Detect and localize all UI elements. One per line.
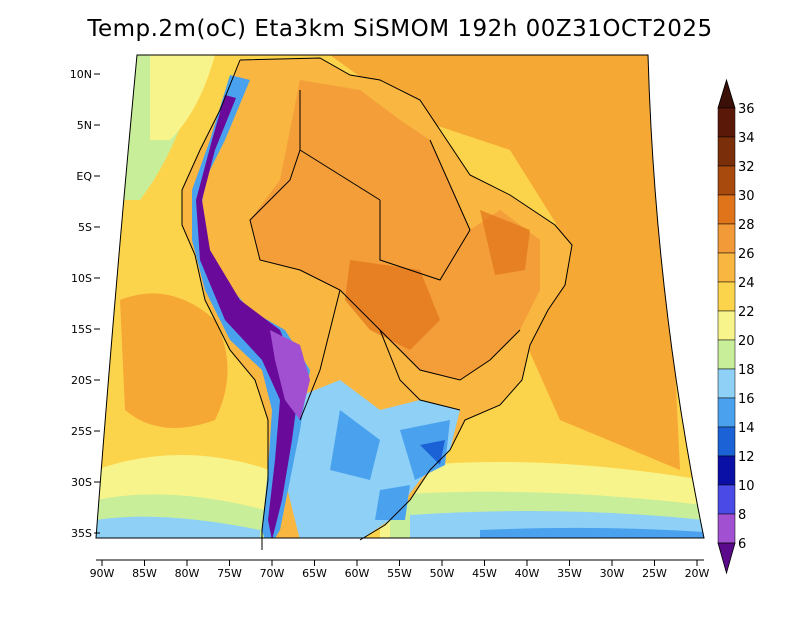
colorbar-label: 6 <box>738 537 746 552</box>
colorbar-label: 28 <box>738 218 755 233</box>
colorbar-segment <box>717 368 736 399</box>
temperature-field <box>96 55 704 538</box>
colorbar-segment <box>717 223 736 254</box>
lat-label: 5S <box>78 221 92 234</box>
colorbar-segment <box>717 252 736 283</box>
colorbar-segment <box>717 136 736 167</box>
colorbar-bottom-arrow <box>717 542 736 575</box>
colorbar-segment <box>717 339 736 370</box>
lon-label: 35W <box>557 567 582 580</box>
lon-label: 20W <box>685 567 710 580</box>
lon-label: 30W <box>600 567 625 580</box>
colorbar-segment <box>717 107 736 138</box>
colorbar-label: 8 <box>738 508 746 523</box>
lat-label: 25S <box>71 425 92 438</box>
colorbar-segment <box>717 194 736 225</box>
colorbar-label: 34 <box>738 131 755 146</box>
lon-label: 75W <box>217 567 242 580</box>
colorbar: 36 34 32 30 28 26 24 22 20 18 16 14 12 10 8 6 <box>717 78 755 575</box>
lat-label: 5N <box>77 119 92 132</box>
lon-label: 50W <box>430 567 455 580</box>
lon-label: 85W <box>132 567 157 580</box>
lon-label: 70W <box>260 567 285 580</box>
lon-label: 55W <box>387 567 412 580</box>
colorbar-label: 32 <box>738 160 755 175</box>
lat-label: 35S <box>71 527 92 540</box>
colorbar-label: 18 <box>738 363 755 378</box>
colorbar-segment <box>717 513 736 544</box>
colorbar-segment <box>717 397 736 428</box>
colorbar-label: 30 <box>738 189 755 204</box>
colorbar-label: 14 <box>738 421 755 436</box>
latitude-axis: 10N 5N EQ 5S 10S 15S 20S 25S 30S 35S <box>70 68 100 540</box>
colorbar-label: 36 <box>738 102 755 117</box>
colorbar-label: 10 <box>738 479 755 494</box>
lon-label: 65W <box>302 567 327 580</box>
longitude-axis: 90W 85W 80W 75W 70W 65W 60W 55W 50W 45W 40W 35W 30W 2… <box>90 559 710 580</box>
coastlines <box>181 57 573 550</box>
lat-label: 20S <box>71 374 92 387</box>
lat-label: EQ <box>76 170 92 183</box>
domain-border <box>95 54 705 539</box>
lon-label: 25W <box>642 567 667 580</box>
colorbar-label: 16 <box>738 392 755 407</box>
lat-label: 30S <box>71 476 92 489</box>
map-title: Temp.2m(oC) Eta3km SiSMOM 192h 00Z31OCT2… <box>87 16 713 42</box>
lat-label: 10N <box>70 68 92 81</box>
colorbar-segment <box>717 281 736 312</box>
lon-label: 90W <box>90 567 115 580</box>
colorbar-label: 26 <box>738 247 755 262</box>
colorbar-segment <box>717 310 736 341</box>
colorbar-label: 20 <box>738 334 755 349</box>
lat-label: 15S <box>71 323 92 336</box>
colorbar-label: 24 <box>738 276 755 291</box>
colorbar-segment <box>717 484 736 515</box>
lon-label: 40W <box>515 567 540 580</box>
colorbar-label: 12 <box>738 450 755 465</box>
colorbar-segment <box>717 455 736 486</box>
colorbar-segment <box>717 165 736 196</box>
lon-label: 60W <box>345 567 370 580</box>
colorbar-segment <box>717 426 736 457</box>
lat-label: 10S <box>71 272 92 285</box>
colorbar-top-arrow <box>717 78 736 109</box>
colorbar-label: 22 <box>738 305 755 320</box>
lon-label: 45W <box>472 567 497 580</box>
lon-label: 80W <box>175 567 200 580</box>
